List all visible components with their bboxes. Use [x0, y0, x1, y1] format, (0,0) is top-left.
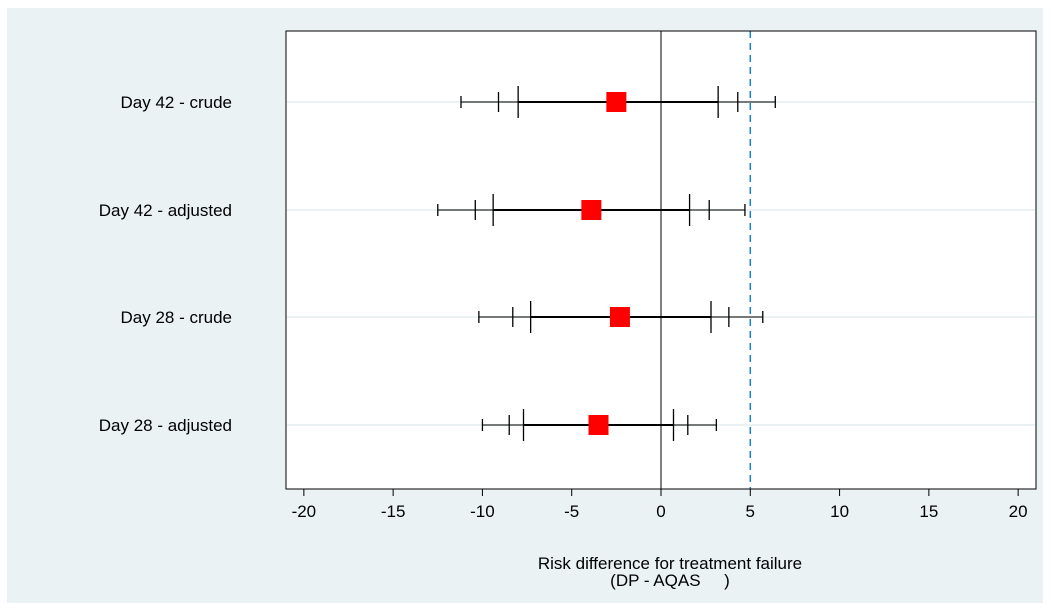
- x-tick-label: 0: [656, 502, 665, 521]
- x-axis-label: Risk difference for treatment failure: [538, 554, 802, 573]
- x-tick-label: 20: [1009, 502, 1028, 521]
- forest-row: Day 28 - adjusted: [99, 409, 718, 441]
- x-axis-label-line2: (DP - AQAS ): [610, 571, 730, 590]
- estimate-marker: [606, 92, 627, 112]
- forest-rows: Day 42 - crude Day 42 - adjusted Day 28 - …: [99, 86, 776, 441]
- forest-row: Day 42 - adjusted: [99, 194, 746, 226]
- x-tick-label: 10: [830, 502, 849, 521]
- x-tick-label: -5: [564, 502, 579, 521]
- row-label: Day 42 - crude: [121, 93, 233, 112]
- x-tick-label: 15: [919, 502, 938, 521]
- x-tick-label: 5: [746, 502, 755, 521]
- row-label: Day 28 - adjusted: [99, 416, 232, 435]
- estimate-marker: [581, 200, 602, 220]
- x-tick-label: -15: [381, 502, 406, 521]
- forest-row: Day 28 - crude: [121, 301, 764, 333]
- x-tick-label: -20: [292, 502, 317, 521]
- estimate-marker: [609, 307, 630, 327]
- estimate-marker: [588, 415, 609, 435]
- row-label: Day 42 - adjusted: [99, 201, 232, 220]
- row-label: Day 28 - crude: [121, 308, 233, 327]
- x-axis: -20 -15 -10 -5 0 5 10 15 20: [292, 489, 1028, 521]
- x-tick-label: -10: [470, 502, 495, 521]
- forest-row: Day 42 - crude: [121, 86, 776, 118]
- reference-lines: [660, 31, 752, 489]
